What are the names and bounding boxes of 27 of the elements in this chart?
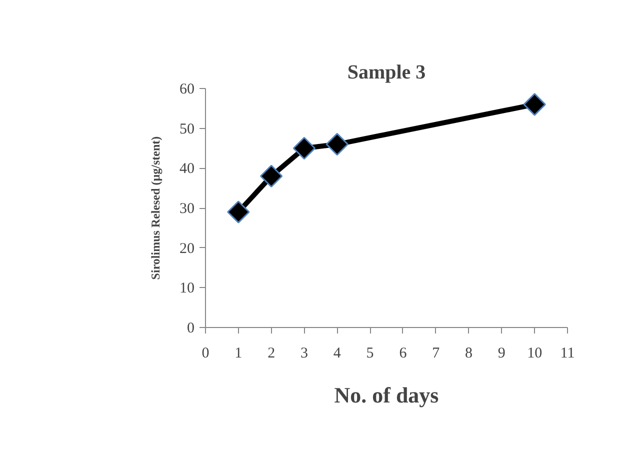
x-tick-label: 9 <box>498 346 506 362</box>
x-tick-label: 4 <box>333 346 342 362</box>
x-tick-label: 7 <box>432 346 440 362</box>
x-tick-label: 6 <box>399 346 408 362</box>
y-tick-label: 10 <box>180 280 194 297</box>
x-tick-label: 3 <box>300 346 308 362</box>
y-tick-label: 20 <box>180 240 194 257</box>
x-tick-label: 8 <box>465 346 473 362</box>
x-axis-title: No. of days <box>334 382 440 408</box>
x-tick-label: 5 <box>366 346 374 362</box>
point <box>523 93 546 116</box>
y-axis-title: Sirolimus Relesed (µg/stent) <box>148 136 162 280</box>
y-tick-label: 30 <box>180 201 194 217</box>
y-tick-label: 50 <box>180 121 194 138</box>
x-tick-label: 2 <box>268 346 276 362</box>
point <box>260 164 283 188</box>
x-tick-label: 11 <box>560 346 575 362</box>
x-tick-label: 0 <box>202 346 210 362</box>
x-tick-label: 1 <box>234 346 242 362</box>
point <box>227 200 250 224</box>
y-tick-label: 0 <box>187 320 194 336</box>
y-tick-label: 60 <box>180 82 194 98</box>
y-tick-label: 40 <box>180 161 194 178</box>
x-tick-label: 10 <box>527 346 542 362</box>
chart-title: Sample 3 <box>347 62 426 84</box>
point <box>326 132 348 156</box>
point <box>292 136 316 160</box>
